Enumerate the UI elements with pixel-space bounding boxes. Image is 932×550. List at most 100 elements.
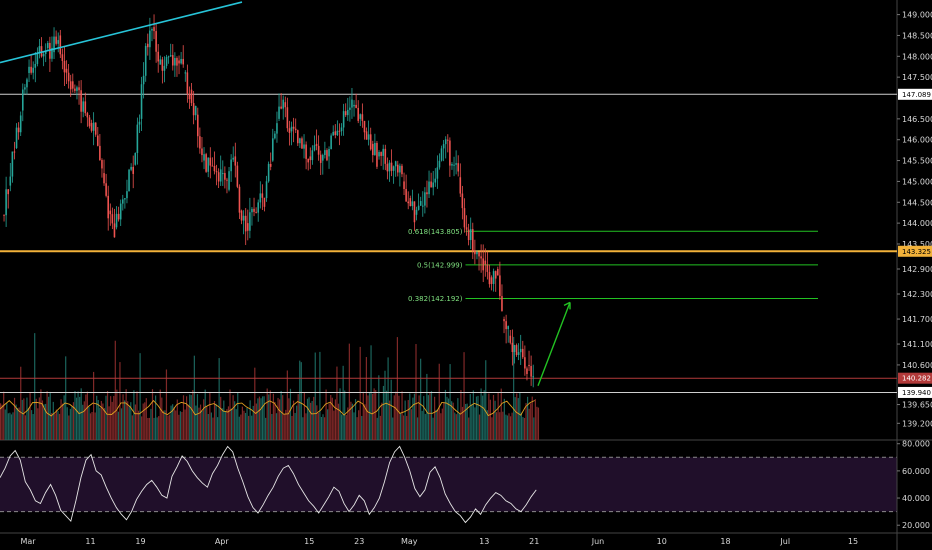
volume-bar bbox=[155, 395, 157, 440]
volume-bar bbox=[145, 398, 147, 440]
volume-bar bbox=[384, 370, 386, 440]
candle-body bbox=[459, 177, 462, 194]
volume-bar bbox=[218, 358, 220, 440]
volume-bar bbox=[201, 410, 203, 440]
volume-bar bbox=[461, 406, 464, 440]
volume-bar bbox=[472, 390, 474, 440]
volume-bar bbox=[477, 395, 479, 440]
candle-body bbox=[51, 47, 53, 59]
candle-body bbox=[67, 72, 70, 82]
rsi-tick-label: 80.000 bbox=[902, 440, 930, 449]
volume-bar bbox=[54, 413, 56, 440]
candle-body bbox=[99, 145, 101, 161]
candle-body bbox=[367, 134, 370, 140]
candle-body bbox=[355, 104, 357, 108]
volume-bar bbox=[176, 399, 178, 440]
volume-bar bbox=[311, 401, 313, 440]
volume-bar bbox=[159, 389, 161, 440]
volume-bar bbox=[12, 412, 14, 440]
volume-bar bbox=[196, 394, 199, 440]
candle-body bbox=[396, 164, 399, 173]
candle-body bbox=[28, 66, 30, 73]
volume-bar bbox=[401, 391, 403, 440]
candle-body bbox=[290, 126, 293, 132]
y-tick-label: 149.000 bbox=[902, 11, 932, 20]
volume-bar bbox=[527, 396, 529, 440]
candle-body bbox=[271, 138, 274, 161]
candle-body bbox=[24, 87, 26, 90]
volume-bar bbox=[130, 402, 132, 440]
level-tag bbox=[898, 372, 932, 384]
volume-bar bbox=[246, 407, 248, 440]
volume-bar bbox=[505, 414, 507, 440]
volume-bar bbox=[220, 396, 222, 440]
rsi-tick-label: 60.000 bbox=[902, 467, 930, 476]
volume-bar bbox=[40, 389, 42, 440]
volume-bar bbox=[387, 357, 389, 440]
candle-body bbox=[19, 115, 22, 133]
candle-body bbox=[121, 199, 124, 204]
volume-bar bbox=[496, 412, 498, 440]
volume-bar bbox=[206, 406, 208, 440]
volume-bar bbox=[457, 398, 459, 440]
volume-bar bbox=[3, 391, 5, 440]
volume-bar bbox=[38, 397, 40, 440]
volume-bar bbox=[379, 415, 381, 440]
volume-bar bbox=[94, 412, 96, 440]
volume-bar bbox=[18, 407, 20, 440]
candle-body bbox=[217, 172, 220, 182]
volume-bar bbox=[362, 391, 364, 440]
volume-bar bbox=[399, 413, 402, 440]
volume-bar bbox=[124, 400, 126, 440]
candle-body bbox=[244, 215, 247, 232]
volume-bar bbox=[308, 397, 310, 440]
volume-bar bbox=[291, 415, 293, 440]
volume-bar bbox=[179, 411, 181, 440]
volume-bar bbox=[58, 413, 61, 440]
volume-bar bbox=[514, 397, 516, 440]
candle-body bbox=[424, 192, 426, 206]
candle-body bbox=[167, 56, 170, 58]
candle-body bbox=[451, 164, 453, 166]
rsi-tick-label: 40.000 bbox=[902, 494, 930, 503]
volume-bar bbox=[190, 395, 192, 440]
candle-body bbox=[328, 149, 330, 157]
volume-bar bbox=[300, 362, 302, 440]
volume-bar bbox=[251, 415, 253, 440]
candle-body bbox=[296, 130, 299, 144]
y-tick-label: 145.500 bbox=[902, 157, 932, 166]
volume-bar bbox=[471, 404, 473, 440]
volume-bar bbox=[283, 414, 285, 440]
volume-bar bbox=[237, 392, 239, 440]
volume-bar bbox=[74, 391, 76, 440]
candle-body bbox=[469, 229, 472, 241]
volume-bar bbox=[381, 402, 383, 440]
volume-bar bbox=[13, 397, 16, 440]
candle-body bbox=[190, 89, 193, 104]
volume-bar bbox=[382, 385, 385, 440]
candle-body bbox=[178, 60, 180, 64]
candle-body bbox=[307, 158, 310, 163]
candle-body bbox=[134, 153, 137, 165]
volume-bar bbox=[345, 414, 347, 440]
candle-body bbox=[13, 151, 16, 153]
volume-bar bbox=[341, 414, 343, 440]
candle-body bbox=[128, 169, 130, 192]
volume-bar bbox=[469, 394, 471, 440]
volume-bar bbox=[531, 396, 533, 440]
volume-bar bbox=[106, 390, 109, 440]
candle-body bbox=[21, 89, 24, 111]
volume-bar bbox=[279, 399, 281, 440]
candle-body bbox=[88, 117, 91, 127]
volume-bar bbox=[468, 417, 470, 440]
candle-body bbox=[238, 186, 241, 213]
volume-bar bbox=[212, 417, 214, 440]
rsi-tick-label: 20.000 bbox=[902, 521, 930, 530]
volume-bar bbox=[79, 396, 81, 440]
volume-bar bbox=[303, 392, 305, 440]
candle-body bbox=[59, 35, 62, 55]
candle-body bbox=[471, 229, 474, 251]
volume-bar bbox=[497, 392, 499, 440]
volume-bar bbox=[316, 405, 318, 440]
candle-body bbox=[357, 107, 360, 121]
